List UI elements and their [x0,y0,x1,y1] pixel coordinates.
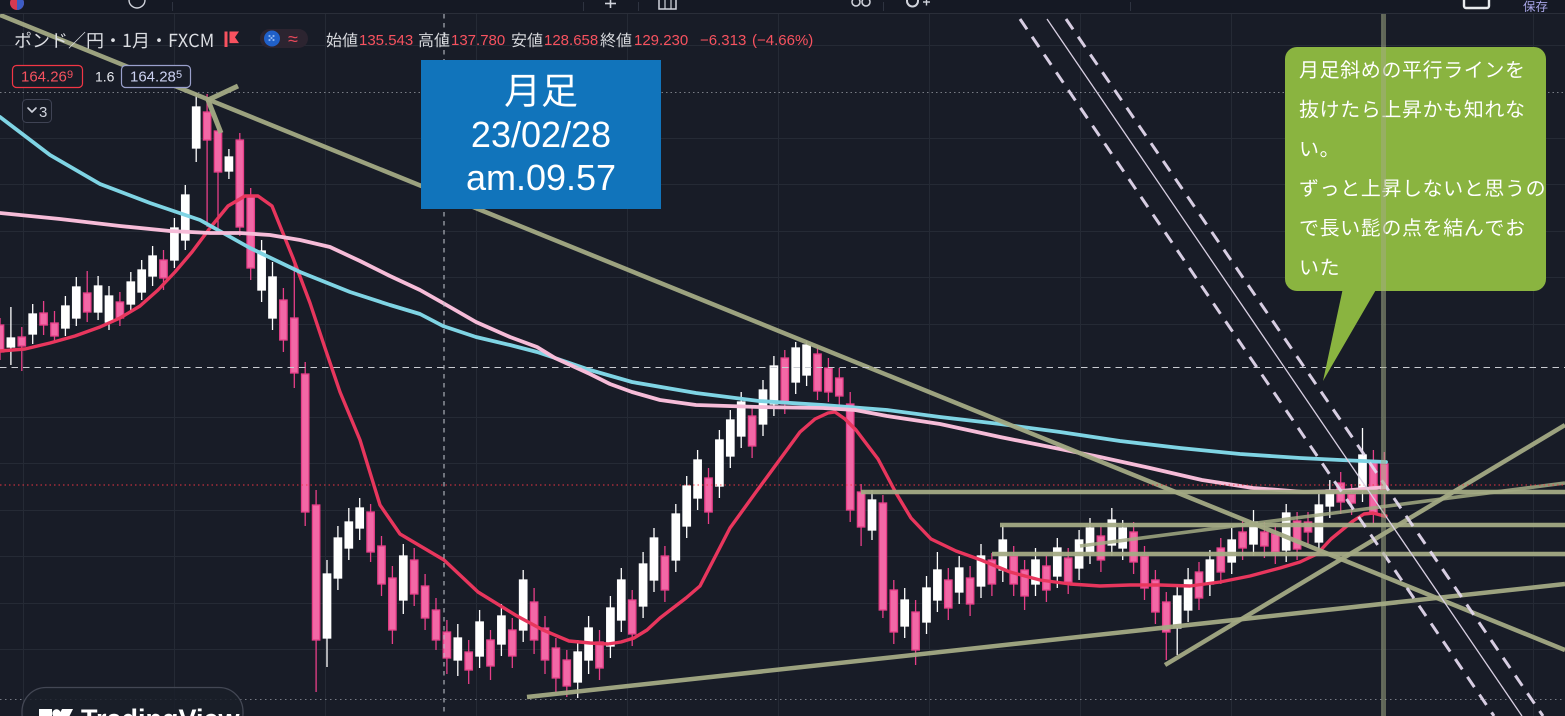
svg-text:128.658: 128.658 [544,32,598,49]
svg-text:5: 5 [176,69,182,81]
svg-text:164.28: 164.28 [130,69,176,86]
svg-text:3: 3 [39,104,47,121]
svg-text:≈: ≈ [288,29,298,49]
svg-text:−6.313: −6.313 [700,32,746,49]
svg-text:23/02/28: 23/02/28 [471,114,611,155]
svg-text:TradingView: TradingView [81,704,241,716]
svg-text:137.780: 137.780 [451,32,505,49]
svg-text:9: 9 [67,69,73,81]
svg-text:(−4.66%): (−4.66%) [752,32,813,49]
svg-text:164.26: 164.26 [21,69,67,86]
svg-text:129.230: 129.230 [634,32,688,49]
svg-text:135.543: 135.543 [359,32,413,49]
svg-text:1.6: 1.6 [95,69,115,85]
svg-text:am.09.57: am.09.57 [466,157,616,198]
